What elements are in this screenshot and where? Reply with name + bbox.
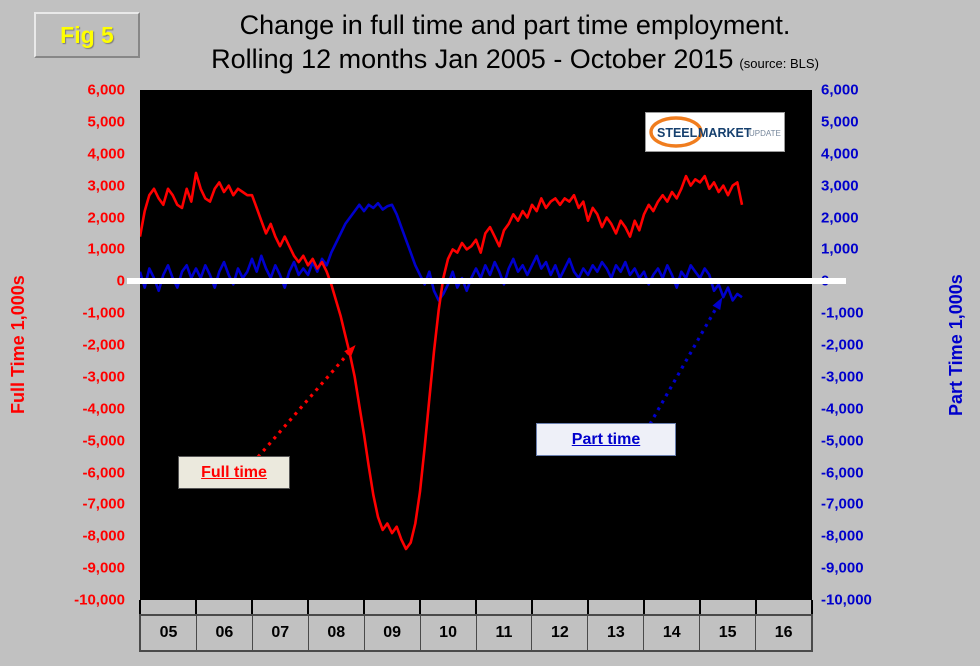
y-axis-right-tick-label: 3,000 [821, 177, 859, 195]
y-axis-left-tick-label: -5,000 [82, 432, 125, 450]
zero-baseline [127, 278, 846, 284]
x-axis-tick-mark [419, 600, 421, 614]
y-axis-left-tick-label: -1,000 [82, 304, 125, 322]
y-axis-right-tick-label: -4,000 [821, 400, 864, 418]
chart-subtitle-text: Rolling 12 months Jan 2005 - October 201… [211, 44, 734, 74]
y-axis-right-tick-label: -5,000 [821, 432, 864, 450]
y-axis-left-tick-label: 2,000 [87, 209, 125, 226]
y-axis-left-tick-label: -9,000 [82, 559, 125, 577]
part-time-label: Part time [571, 430, 641, 448]
x-axis-year-label: 08 [307, 616, 364, 650]
x-axis-year-label: 16 [755, 616, 811, 650]
y-axis-left-tick-label: 1,000 [87, 240, 125, 258]
x-axis-tick-mark [643, 600, 645, 614]
x-axis-tick-mark [587, 600, 589, 614]
y-axis-right-tick-label: -10,000 [821, 591, 872, 609]
x-axis-tick-mark [475, 600, 477, 614]
x-axis-tick-mark [531, 600, 533, 614]
chart-title: Change in full time and part time employ… [239, 10, 791, 40]
y-axis-left-tick-label: -6,000 [82, 464, 125, 481]
x-axis-tick-mark [811, 600, 813, 614]
logo-swoosh-icon [649, 116, 703, 148]
y-axis-right-tick-label: -1,000 [821, 304, 864, 322]
plot-area [140, 90, 812, 600]
arrowhead-icon [344, 345, 356, 358]
x-axis-year-label: 06 [195, 616, 252, 650]
y-axis-right-tick-label: -8,000 [821, 527, 864, 545]
plot-canvas [140, 171, 744, 551]
smu-logo: STEEL MARKET UPDATE [645, 112, 785, 152]
y-axis-left-tick-label: -10,000 [74, 591, 125, 609]
x-axis-tick-mark [139, 600, 141, 614]
logo-steel-text: STEEL [657, 126, 698, 140]
full-time-label: Full time [201, 463, 267, 481]
series-line-full-time [140, 171, 744, 551]
x-axis-year-label: 14 [643, 616, 699, 650]
y-axis-right-tick-label: -9,000 [821, 559, 864, 577]
y-axis-right-tick-label: 5,000 [821, 113, 859, 131]
y-axis-left-tick-label: 3,000 [87, 177, 125, 195]
x-axis-tick-mark [307, 600, 309, 614]
y-axis-left-tick-label: 4,000 [87, 145, 125, 163]
chart-subtitle: Rolling 12 months Jan 2005 - October 201… [130, 42, 900, 81]
y-axis-left-tick-label: 6,000 [87, 81, 125, 99]
y-axis-left-tick-label: 0 [116, 272, 125, 290]
x-axis-tick-mark [251, 600, 253, 614]
leader-line-full-time [256, 351, 351, 459]
x-axis-year-label: 09 [363, 616, 420, 650]
x-axis-year-label: 07 [251, 616, 308, 650]
x-axis-year-label: 12 [531, 616, 587, 650]
logo-market-text: MARKET [698, 126, 752, 140]
chart-title-block: Change in full time and part time employ… [130, 8, 900, 81]
x-axis-tick-mark [195, 600, 197, 614]
y-axis-right-tick-label: 6,000 [821, 81, 859, 99]
full-time-label-box: Full time [178, 456, 290, 489]
y-axis-left-tick-label: -2,000 [82, 336, 125, 354]
source-note: (source: BLS) [739, 56, 819, 71]
y-axis-left-tick-label: -7,000 [82, 495, 125, 513]
arrowhead-icon [712, 297, 723, 310]
y-axis-right-tick-label: -2,000 [821, 336, 864, 354]
x-axis-year-label: 10 [419, 616, 476, 650]
right-axis-title: Part Time 1,000s [946, 274, 966, 416]
x-axis-tick-mark [699, 600, 701, 614]
y-axis-left-tick-label: -3,000 [82, 368, 125, 386]
y-axis-left-tick-label: -4,000 [82, 400, 125, 418]
y-axis-right-tick-label: -7,000 [821, 495, 864, 513]
smu-logo-graphic: STEEL MARKET UPDATE [649, 116, 781, 148]
part-time-label-box: Part time [536, 423, 676, 456]
figure-badge-label: Fig 5 [60, 21, 114, 48]
x-axis-year-label: 15 [699, 616, 755, 650]
y-axis-left-tick-label: 5,000 [87, 113, 125, 131]
y-axis-right-tick-label: 1,000 [821, 240, 859, 258]
leader-line-part-time [648, 305, 719, 425]
x-axis-year-label: 05 [159, 624, 178, 641]
x-axis: 05 06 07 08 09 10 11 12 13 14 15 16 [139, 614, 813, 652]
y-axis-right-tick-label: -3,000 [821, 368, 864, 386]
y-axis-right-tick-label: 4,000 [821, 145, 859, 163]
x-axis-tick-mark [363, 600, 365, 614]
y-axis-right-tick-label: 2,000 [821, 209, 859, 226]
x-axis-year-label: 11 [475, 616, 532, 650]
figure-badge: Fig 5 [34, 12, 140, 58]
x-axis-tick-mark [755, 600, 757, 614]
logo-update-text: UPDATE [749, 129, 781, 138]
y-axis-left-tick-label: -8,000 [82, 527, 125, 545]
y-axis-right-tick-label: -6,000 [821, 464, 864, 481]
x-axis-year-label: 13 [587, 616, 643, 650]
